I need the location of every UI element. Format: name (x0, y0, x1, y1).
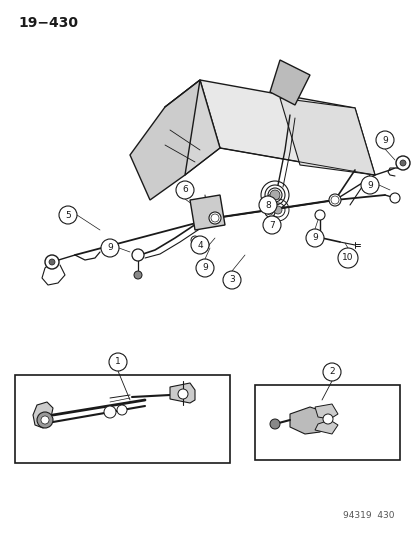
Polygon shape (289, 407, 327, 434)
Text: 9: 9 (202, 263, 207, 272)
Polygon shape (269, 60, 309, 105)
Circle shape (101, 239, 119, 257)
Text: 9: 9 (381, 135, 387, 144)
Circle shape (395, 156, 409, 170)
Circle shape (223, 271, 240, 289)
Polygon shape (190, 195, 224, 230)
Circle shape (59, 206, 77, 224)
Circle shape (328, 194, 340, 206)
Circle shape (190, 236, 209, 254)
Polygon shape (165, 80, 219, 175)
Circle shape (389, 193, 399, 203)
Circle shape (49, 259, 55, 265)
Text: 9: 9 (311, 233, 317, 243)
Text: 10: 10 (342, 254, 353, 262)
Text: 9: 9 (366, 181, 372, 190)
Circle shape (399, 160, 405, 166)
Circle shape (262, 216, 280, 234)
Circle shape (337, 248, 357, 268)
Circle shape (273, 206, 281, 214)
Circle shape (134, 271, 142, 279)
Circle shape (360, 176, 378, 194)
Circle shape (322, 363, 340, 381)
Circle shape (104, 406, 116, 418)
Circle shape (41, 416, 49, 424)
Circle shape (176, 181, 194, 199)
Circle shape (201, 241, 209, 249)
Circle shape (314, 210, 324, 220)
Bar (15, 375, 230, 463)
Circle shape (190, 236, 199, 244)
Circle shape (117, 405, 127, 415)
Circle shape (109, 353, 127, 371)
Text: 3: 3 (228, 276, 234, 285)
Text: 8: 8 (264, 200, 270, 209)
Polygon shape (33, 402, 53, 428)
Polygon shape (170, 383, 195, 403)
Text: 1: 1 (115, 358, 121, 367)
Circle shape (322, 414, 332, 424)
Polygon shape (279, 98, 374, 175)
Circle shape (209, 212, 221, 224)
Circle shape (259, 196, 276, 214)
Circle shape (264, 207, 274, 217)
Polygon shape (130, 80, 199, 200)
Text: 4: 4 (197, 240, 202, 249)
Text: 94319  430: 94319 430 (343, 511, 394, 520)
Text: 5: 5 (65, 211, 71, 220)
Circle shape (195, 259, 214, 277)
Bar (254, 385, 399, 460)
Polygon shape (314, 404, 337, 419)
Circle shape (269, 419, 279, 429)
Circle shape (269, 190, 279, 200)
Text: 2: 2 (328, 367, 334, 376)
Circle shape (178, 389, 188, 399)
Circle shape (132, 249, 144, 261)
Circle shape (45, 255, 59, 269)
Circle shape (305, 229, 323, 247)
Circle shape (37, 412, 53, 428)
Text: 19−430: 19−430 (18, 16, 78, 30)
Circle shape (375, 131, 393, 149)
Text: 6: 6 (182, 185, 188, 195)
Text: 9: 9 (107, 244, 113, 253)
Polygon shape (199, 80, 374, 175)
Polygon shape (314, 420, 337, 434)
Text: 7: 7 (268, 221, 274, 230)
